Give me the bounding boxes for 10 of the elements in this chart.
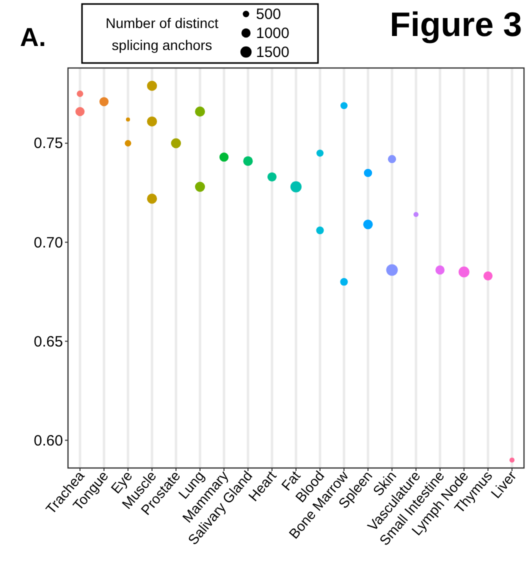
legend-title: Number of distinct splicing anchors — [106, 15, 219, 53]
legend-label: 1500 — [256, 44, 290, 61]
legend-label: 1000 — [256, 25, 290, 42]
text: A. — [20, 22, 46, 52]
y-tick-label: 0.70 — [34, 234, 63, 252]
chart-title: Figure 3 — [390, 6, 522, 44]
legend-label: 500 — [256, 6, 282, 23]
y-tick-label: 0.60 — [34, 432, 63, 450]
y-tick-label: 0.75 — [34, 135, 63, 152]
y-tick-label: 0.65 — [34, 333, 63, 350]
